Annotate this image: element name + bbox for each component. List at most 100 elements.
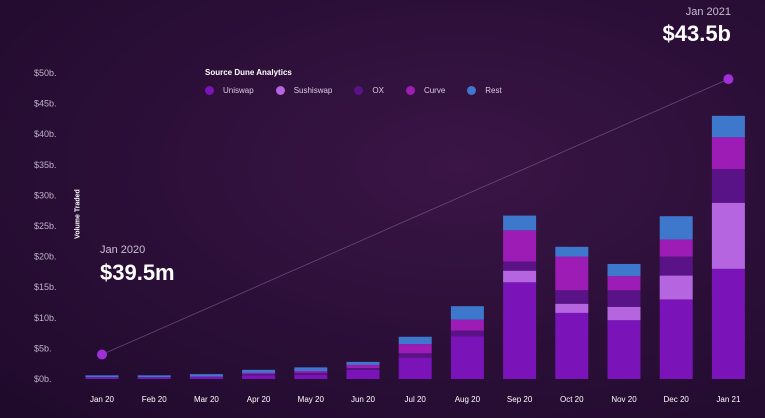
bar-segment-curve <box>555 256 589 291</box>
bar-segment-rest <box>607 263 641 277</box>
bar-segment-ox <box>294 372 328 375</box>
x-tick-label: Feb 20 <box>142 395 167 404</box>
bar-segment-rest <box>659 216 693 240</box>
legend-swatch <box>205 86 214 95</box>
legend-label: Rest <box>485 86 502 95</box>
y-tick-label: $50b. <box>34 68 57 78</box>
x-tick-label: Oct 20 <box>560 395 584 404</box>
bar-segment-curve <box>294 371 328 373</box>
bar-segment-rest <box>346 361 380 365</box>
trend-start-marker <box>97 349 107 360</box>
legend-label: Sushiswap <box>293 86 333 95</box>
end-annotation-date: Jan 2021 <box>685 6 731 18</box>
bar-segment-curve <box>398 344 432 354</box>
bar-segment-rest <box>398 336 432 345</box>
legend: Uniswap Sushiswap OX Curve Rest <box>205 86 524 95</box>
y-tick-label: $20b. <box>34 252 57 262</box>
y-tick-label: $30b. <box>34 190 57 200</box>
x-tick-label: Jun 20 <box>351 395 376 404</box>
bar-segment-uniswap <box>189 376 223 379</box>
bar-segment-sushiswap <box>659 275 693 300</box>
legend-swatch <box>354 86 364 95</box>
y-tick-label: $0b. <box>34 374 52 384</box>
bar-segment-rest <box>503 215 537 231</box>
bar-segment-sushiswap <box>555 303 589 313</box>
bar-segment-rest <box>450 306 484 320</box>
bar-segment-sushiswap <box>607 306 641 321</box>
bars <box>85 115 745 379</box>
x-tick-label: Aug 20 <box>455 395 481 404</box>
end-annotation-value: $43.5b <box>662 21 732 46</box>
legend-swatch <box>405 86 415 95</box>
bar-segment-uniswap <box>450 336 484 379</box>
legend-item: Rest <box>467 86 502 95</box>
bar-segment-ox <box>659 256 693 276</box>
y-tick-label: $5b. <box>34 343 52 353</box>
y-tick-label: $25b. <box>34 221 57 231</box>
trend-end-marker <box>723 74 734 85</box>
legend-swatch <box>467 86 477 95</box>
bar-segment-uniswap <box>294 374 328 379</box>
start-annotation-date: Jan 2020 <box>100 244 146 256</box>
legend-label: OX <box>372 86 384 95</box>
bar-segment-curve <box>242 372 276 375</box>
bar-segment-uniswap <box>607 320 641 379</box>
x-tick-label: Sep 20 <box>507 395 533 404</box>
bar-segment-ox <box>607 290 641 307</box>
x-tick-label: Jul 20 <box>405 395 427 404</box>
y-axis: $0b. $5b. $10b. $15b. $20b. $25b. $30b. $35b. $4… <box>34 68 57 384</box>
bar-segment-rest <box>711 115 745 138</box>
bar-segment-rest <box>242 369 276 373</box>
x-tick-label: Dec 20 <box>664 395 690 404</box>
y-tick-label: $10b. <box>34 313 57 323</box>
bar-segment-uniswap <box>503 282 537 379</box>
bar-segment-rest <box>555 246 589 257</box>
x-axis: Jan 20 Feb 20 Mar 20 Apr 20 May 20 Jun 20 Jul … <box>90 395 741 404</box>
bar-segment-ox <box>555 290 589 304</box>
legend-item: Uniswap <box>205 86 254 95</box>
x-tick-label: Apr 20 <box>247 395 271 404</box>
y-tick-label: $45b. <box>34 99 57 109</box>
bar-segment-curve <box>607 276 641 291</box>
legend-swatch <box>275 86 285 95</box>
bar-segment-uniswap <box>711 268 745 379</box>
x-tick-label: Nov 20 <box>611 395 637 404</box>
x-tick-label: Jan 21 <box>716 395 741 404</box>
legend-label: Uniswap <box>223 86 254 95</box>
bar-segment-rest <box>85 375 119 378</box>
bar-segment-ox <box>346 367 380 370</box>
trend-line <box>101 78 729 355</box>
bar-segment-sushiswap <box>503 270 537 283</box>
y-axis-label: Volume Traded <box>74 189 82 239</box>
legend-label: Curve <box>423 86 446 95</box>
bar-segment-ox <box>242 374 276 376</box>
start-annotation-value: $39.5m <box>100 260 175 285</box>
bar-segment-ox <box>450 330 484 337</box>
x-tick-label: Jan 20 <box>90 395 115 404</box>
legend-item: OX <box>354 86 384 95</box>
bar-segment-uniswap <box>398 357 432 379</box>
bar-segment-sushiswap <box>711 202 745 269</box>
legend-item: Sushiswap <box>275 86 333 95</box>
bar-segment-curve <box>450 319 484 331</box>
y-tick-label: $40b. <box>34 129 57 139</box>
bar-segment-uniswap <box>346 369 380 379</box>
bar-segment-ox <box>711 169 745 203</box>
x-tick-label: May 20 <box>298 395 325 404</box>
bar-segment-curve <box>503 230 537 262</box>
y-tick-label: $15b. <box>34 282 57 292</box>
legend-item: Curve <box>405 86 446 95</box>
y-tick-label: $35b. <box>34 160 57 170</box>
bar-segment-uniswap <box>555 312 589 379</box>
bar-segment-uniswap <box>242 375 276 379</box>
bar-segment-rest <box>294 367 328 372</box>
bar-segment-rest <box>189 374 223 377</box>
x-tick-label: Mar 20 <box>194 395 219 404</box>
bar-segment-uniswap <box>137 377 171 379</box>
bar-segment-uniswap <box>85 377 119 379</box>
bar-segment-rest <box>137 375 171 378</box>
bar-segment-ox <box>503 261 537 271</box>
legend-title: Source Dune Analytics <box>205 68 292 77</box>
bar-segment-curve <box>346 364 380 368</box>
